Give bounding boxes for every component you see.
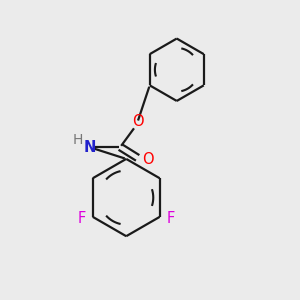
Text: F: F [77,211,86,226]
Text: H: H [73,133,83,147]
Text: O: O [132,114,144,129]
Text: O: O [142,152,154,167]
Text: N: N [83,140,96,154]
Text: F: F [167,211,175,226]
